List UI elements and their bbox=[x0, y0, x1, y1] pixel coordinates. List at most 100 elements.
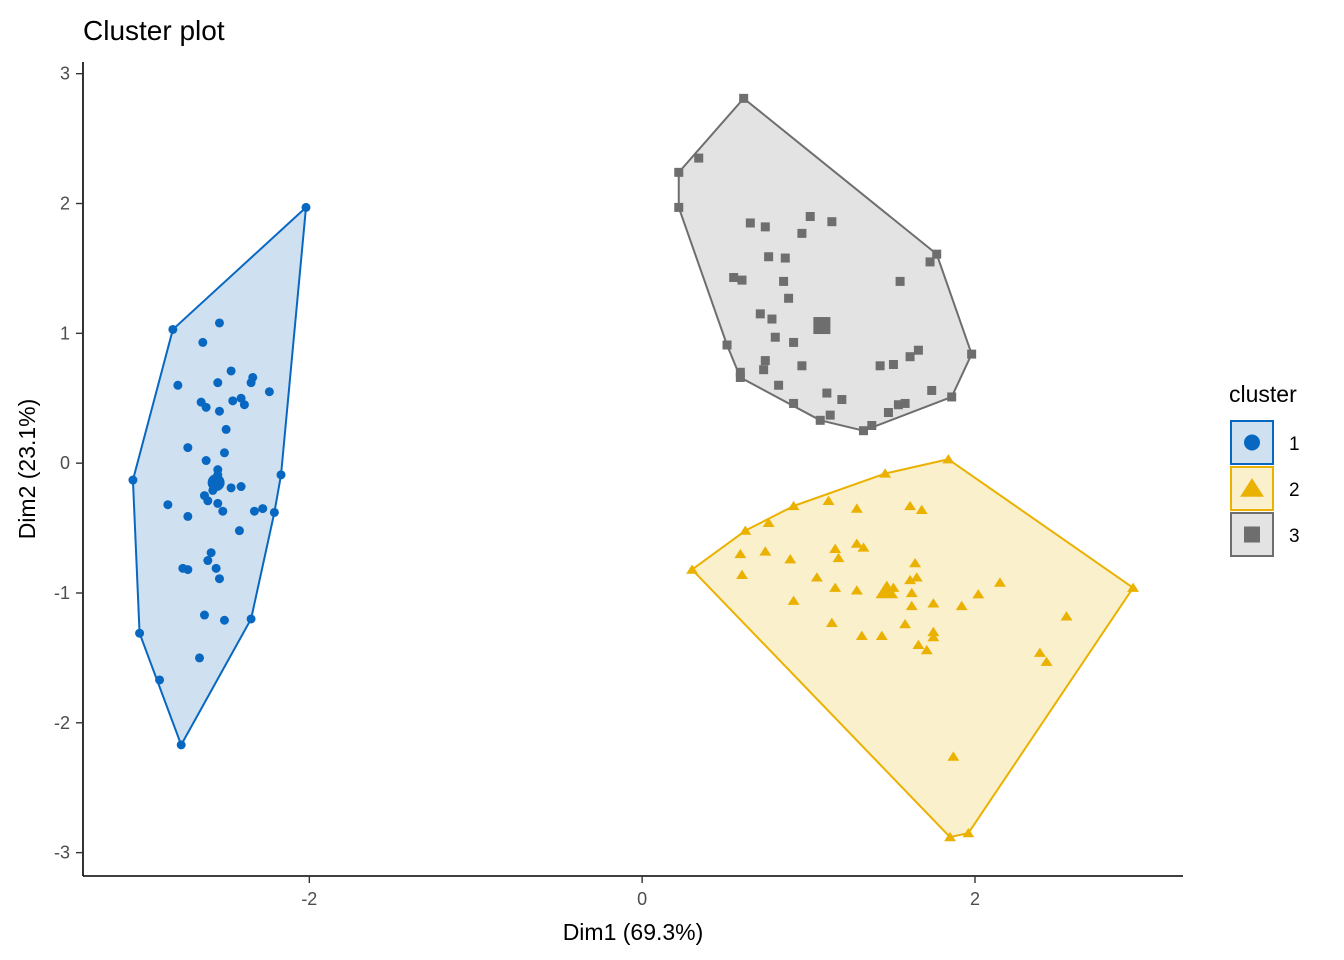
cluster-3-point bbox=[735, 367, 745, 377]
cluster-3-point bbox=[805, 211, 815, 221]
legend-marker-1 bbox=[1244, 434, 1260, 451]
cluster-1-point bbox=[236, 482, 246, 492]
cluster-2-point bbox=[739, 525, 752, 535]
cluster-3-point bbox=[737, 275, 747, 285]
cluster-1-point bbox=[176, 740, 186, 750]
legend-marker-2 bbox=[1240, 478, 1264, 497]
cluster-2-point bbox=[1040, 656, 1053, 666]
x-ticks: -2 0 2 bbox=[301, 876, 980, 909]
cluster-3-point bbox=[674, 202, 684, 212]
cluster-3-point bbox=[764, 252, 774, 262]
cluster-1-point bbox=[221, 424, 231, 434]
cluster-2-point bbox=[920, 644, 933, 655]
cluster-2-point bbox=[944, 831, 956, 842]
cluster-2-center bbox=[875, 580, 899, 599]
cluster-1-point bbox=[269, 507, 279, 517]
cluster-2-point bbox=[927, 626, 940, 637]
cluster-3-point bbox=[925, 257, 935, 267]
cluster-1-point bbox=[183, 443, 193, 453]
cluster-1-point bbox=[173, 380, 183, 390]
cluster-1-point bbox=[258, 504, 268, 514]
cluster-2-point bbox=[942, 454, 955, 464]
cluster-2-point bbox=[904, 574, 917, 585]
cluster-2-point bbox=[1127, 582, 1140, 592]
cluster-3-point bbox=[779, 276, 789, 286]
cluster-1-point bbox=[206, 548, 216, 558]
cluster-1-point bbox=[246, 378, 256, 388]
cluster-1-point bbox=[198, 337, 208, 347]
cluster-1-point bbox=[219, 615, 229, 625]
cluster-1-point bbox=[135, 628, 145, 638]
cluster-3-point bbox=[774, 380, 784, 390]
y-tick-label: -1 bbox=[54, 583, 70, 603]
cluster-3-point bbox=[780, 253, 790, 263]
cluster-2-point bbox=[1033, 647, 1046, 657]
y-axis-label: Dim2 (23.1%) bbox=[14, 399, 40, 540]
legend-label-2: 2 bbox=[1289, 480, 1300, 501]
cluster-3-point bbox=[858, 426, 868, 436]
cluster-3-point bbox=[735, 372, 745, 382]
cluster-1-point bbox=[163, 500, 173, 510]
legend: cluster 1 2 3 bbox=[1229, 381, 1300, 557]
cluster-3-point bbox=[967, 349, 977, 359]
cluster-3-point bbox=[722, 340, 732, 350]
cluster-2-point bbox=[829, 582, 842, 592]
cluster-3-point bbox=[932, 249, 942, 259]
cluster-2-point bbox=[850, 538, 863, 548]
cluster-2-point bbox=[829, 543, 842, 553]
y-tick-label: 1 bbox=[60, 323, 70, 343]
cluster-3-point bbox=[760, 222, 770, 232]
cluster-2-point bbox=[832, 552, 845, 563]
cluster-3-point bbox=[837, 395, 847, 405]
cluster-1-point bbox=[218, 506, 228, 516]
cluster-2-point bbox=[875, 630, 888, 640]
cluster-3-point bbox=[895, 276, 905, 286]
cluster-3-point bbox=[797, 361, 807, 371]
cluster-2-point bbox=[972, 589, 985, 599]
cluster-1-point bbox=[183, 511, 193, 521]
cluster-1-point bbox=[194, 653, 204, 663]
cluster-3-point bbox=[827, 217, 837, 227]
chart-title: Cluster plot bbox=[83, 15, 225, 46]
cluster-1-point bbox=[201, 456, 211, 466]
cluster-3-point bbox=[729, 273, 739, 283]
cluster-2-point bbox=[787, 595, 800, 605]
cluster-2-point bbox=[787, 500, 800, 511]
cluster-1-point bbox=[264, 387, 274, 397]
cluster-2-point bbox=[734, 548, 747, 559]
cluster-2-point bbox=[912, 639, 925, 650]
cluster-3-point bbox=[927, 385, 937, 395]
cluster-3-point bbox=[759, 365, 769, 375]
y-tick-label: -2 bbox=[54, 713, 70, 733]
data-points bbox=[128, 93, 1140, 842]
y-tick-label: -3 bbox=[54, 843, 70, 863]
cluster-2-hull bbox=[691, 458, 1135, 839]
cluster-1-point bbox=[246, 614, 256, 624]
cluster-3-point bbox=[694, 153, 704, 163]
cluster-2-point bbox=[879, 468, 892, 478]
cluster-3-point bbox=[797, 228, 807, 238]
cluster-1-point bbox=[239, 400, 249, 410]
x-tick-label: -2 bbox=[301, 889, 317, 909]
cluster-2-point bbox=[899, 618, 912, 629]
cluster-2-point bbox=[759, 546, 772, 556]
cluster-1-point bbox=[128, 475, 138, 485]
cluster-2-point bbox=[850, 585, 863, 595]
cluster-3-point bbox=[875, 361, 885, 371]
cluster-2-point bbox=[947, 751, 960, 761]
cluster-1-point bbox=[201, 402, 211, 412]
cluster-1-point bbox=[214, 574, 224, 584]
cluster-1-point bbox=[226, 366, 236, 376]
cluster-2-point bbox=[736, 569, 748, 579]
legend-label-1: 1 bbox=[1289, 434, 1300, 455]
y-tick-label: 0 bbox=[60, 453, 70, 473]
cluster-1-point bbox=[214, 406, 224, 416]
cluster-1-point bbox=[199, 610, 209, 620]
cluster-2-point bbox=[962, 827, 975, 838]
cluster-3-point bbox=[913, 345, 923, 355]
cluster-2-point bbox=[784, 554, 797, 564]
legend-marker-3 bbox=[1244, 526, 1260, 543]
cluster-1-point bbox=[155, 675, 165, 685]
legend-label-3: 3 bbox=[1289, 526, 1300, 547]
